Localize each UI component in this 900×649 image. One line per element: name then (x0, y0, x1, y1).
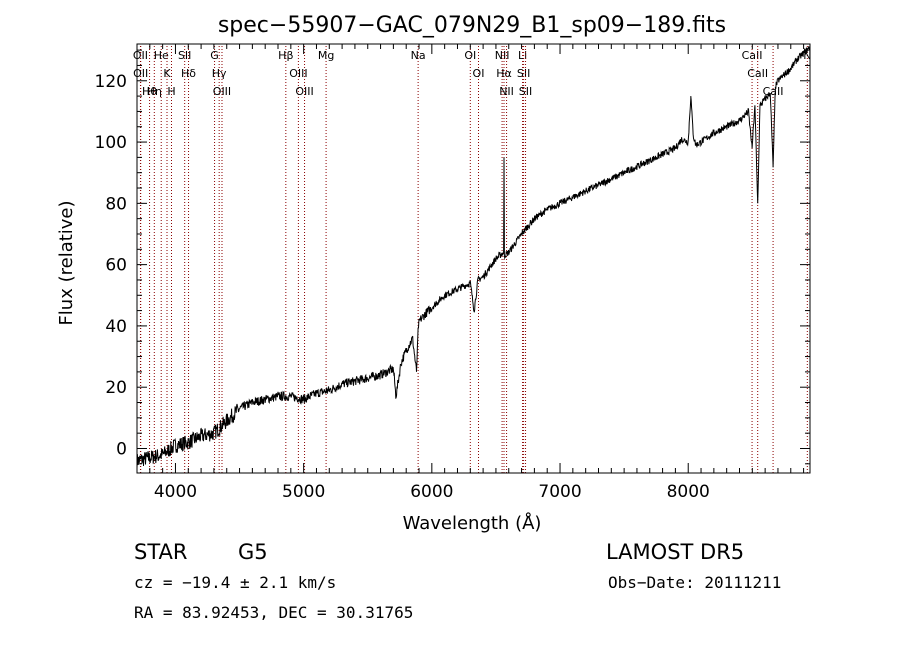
line-marker-label: CaII (742, 49, 763, 62)
line-marker-label: OIII (295, 85, 313, 98)
y-tick-label: 60 (105, 256, 127, 276)
line-marker-label: Hγ (212, 67, 227, 80)
y-tick-label: 120 (95, 72, 127, 92)
sky-coordinates: RA = 83.92453, DEC = 30.31765 (134, 603, 414, 622)
y-tick-label: 20 (105, 378, 127, 398)
line-marker-label: N (803, 49, 811, 62)
chart-title: spec−55907−GAC_079N29_B1_sp09−189.fits (218, 13, 726, 38)
line-marker-label: NII (499, 85, 514, 98)
line-marker-label: Mg (318, 49, 334, 62)
object-class: STAR (134, 540, 188, 564)
x-tick-label: 8000 (667, 482, 710, 502)
x-axis-label: Wavelength (Å) (403, 512, 542, 534)
y-tick-label: 40 (105, 317, 127, 337)
y-axis-label: Flux (relative) (56, 200, 77, 325)
y-tick-label: 100 (95, 133, 127, 153)
line-marker-label: OII (133, 67, 148, 80)
line-marker-label: OIII (213, 85, 231, 98)
line-marker-label: OI (464, 49, 476, 62)
line-marker-label: Na (411, 49, 426, 62)
line-marker-label: G (210, 49, 219, 62)
x-tick-label: 4000 (154, 482, 197, 502)
line-marker-label: H (167, 85, 175, 98)
line-marker-label: He (154, 49, 169, 62)
x-tick-label: 6000 (410, 482, 453, 502)
line-marker-label: NII (495, 49, 510, 62)
line-marker-label: SII (517, 67, 530, 80)
survey-name: LAMOST DR5 (606, 540, 745, 564)
line-marker-label: CaII (747, 67, 768, 80)
y-tick-label: 80 (105, 194, 127, 214)
x-tick-label: 5000 (282, 482, 325, 502)
line-marker-label: OIII (289, 67, 307, 80)
spectrum-line (136, 46, 811, 469)
line-marker-label: OI (473, 67, 485, 80)
x-tick-label: 7000 (538, 482, 581, 502)
line-marker-label: SII (178, 49, 191, 62)
line-marker-label: SII (519, 85, 532, 98)
line-marker-label: Hδ (181, 67, 196, 80)
line-marker-label: Li (518, 49, 527, 62)
line-marker-label: Hβ (278, 49, 293, 62)
line-marker-label: K (163, 67, 171, 80)
plot-frame (136, 43, 811, 474)
line-marker-label: Hθ (142, 85, 157, 98)
observation-date: Obs−Date: 20111211 (608, 573, 782, 592)
line-marker-label: Hα (496, 67, 512, 80)
axes: 4000 5000 6000 7000 8000 0 20 40 60 80 100 120 (95, 43, 811, 502)
y-tick-label: 0 (116, 439, 127, 459)
line-marker-label: Hη (147, 85, 162, 98)
redshift-cz: cz = −19.4 ± 2.1 km/s (134, 573, 337, 592)
object-subclass: G5 (238, 540, 268, 564)
